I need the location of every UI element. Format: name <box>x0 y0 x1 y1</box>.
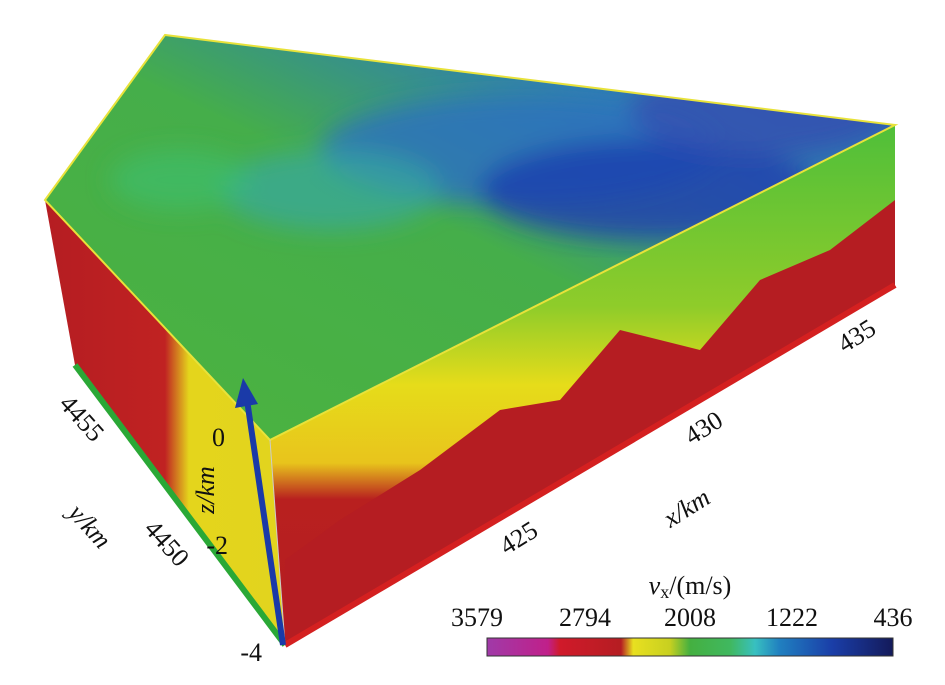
red-zone <box>285 200 895 645</box>
colorbar-tick-label: 2008 <box>664 603 716 632</box>
box-outline <box>43 33 899 442</box>
y-axis-label: y/km <box>61 496 117 554</box>
z-tick-label: -4 <box>240 638 262 667</box>
z-tick-label: 0 <box>212 423 225 452</box>
z-axis-line <box>244 399 286 646</box>
colorbar-tick-label: 3579 <box>451 603 503 632</box>
colorbar-unit: /(m/s) <box>669 571 731 600</box>
z-axis-arrow <box>235 378 258 408</box>
box-edge <box>269 439 286 646</box>
colorbar <box>486 637 894 657</box>
x-tick-label: 425 <box>494 515 542 560</box>
left-face <box>45 200 285 645</box>
colorbar-symbol: v <box>649 571 661 600</box>
colorbar-tick-label: 436 <box>874 603 913 632</box>
colorbar-title: vx/(m/s) <box>649 571 732 602</box>
colorbar-tick-label: 2794 <box>559 603 611 632</box>
y-tick-label: 4450 <box>139 514 195 572</box>
z-tick-label: -2 <box>206 531 228 560</box>
colorbar-tick-label: 1222 <box>766 603 818 632</box>
y-axis-line <box>72 363 288 647</box>
colorbar-subscript: x <box>660 582 669 602</box>
x-tick-label: 430 <box>679 405 727 450</box>
x-axis-line <box>283 282 897 648</box>
z-axis-label: z/km <box>191 466 220 515</box>
x-axis-label: x/km <box>657 483 715 534</box>
